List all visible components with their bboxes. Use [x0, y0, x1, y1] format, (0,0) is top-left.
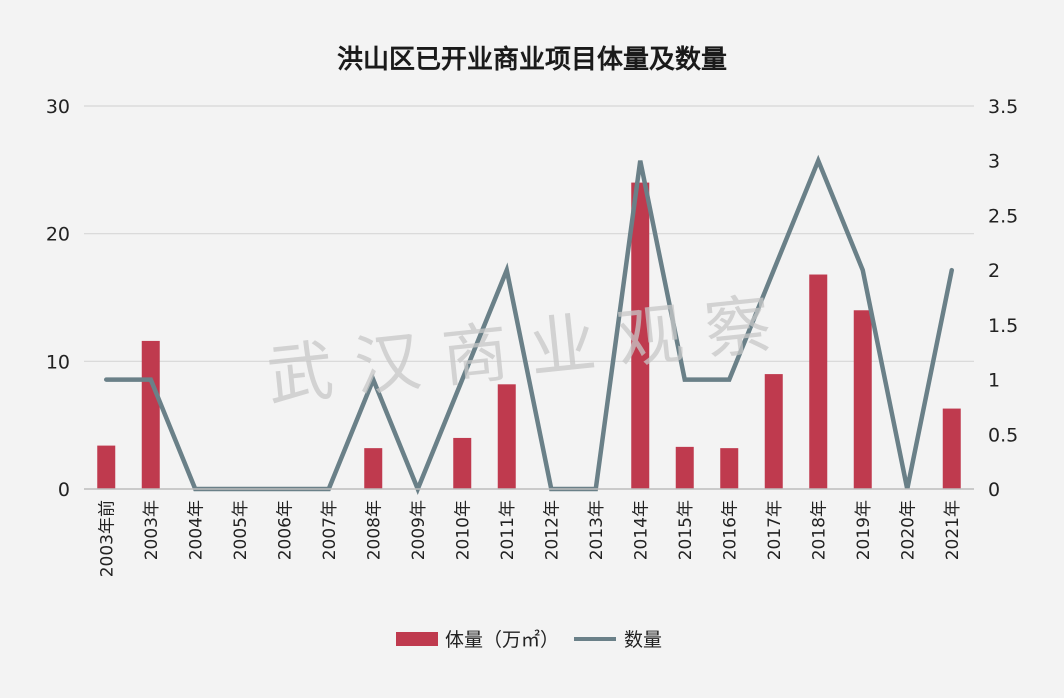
right-tick-label: 0 [988, 479, 1000, 501]
x-tick-label: 2006年 [275, 500, 295, 560]
bar-2003年 [141, 340, 160, 489]
left-tick-label: 10 [46, 351, 70, 373]
watermark: 武汉商业观察 [263, 284, 796, 416]
right-tick-label: 0.5 [988, 424, 1018, 446]
bar-2016年 [720, 448, 739, 489]
bar-2014年 [631, 182, 650, 489]
right-tick-label: 2 [988, 260, 1000, 282]
x-tick-label: 2005年 [231, 500, 251, 560]
right-tick-label: 1.5 [988, 315, 1018, 337]
x-tick-label: 2020年 [898, 500, 918, 560]
x-tick-label: 2019年 [854, 500, 874, 560]
x-tick-label: 2018年 [809, 500, 829, 560]
right-y-axis: 0 0.5 1 1.5 2 2.5 3 3.5 [988, 96, 1018, 501]
x-tick-label: 2003年 [142, 500, 162, 560]
left-tick-label: 30 [46, 96, 70, 118]
left-y-axis: 0 10 20 30 [46, 96, 70, 501]
x-tick-label: 2008年 [364, 500, 384, 560]
x-tick-label: 2009年 [409, 500, 429, 560]
right-tick-label: 3.5 [988, 96, 1018, 118]
bar-2017年 [764, 374, 783, 489]
x-tick-label: 2011年 [498, 500, 518, 560]
x-tick-label: 2014年 [631, 500, 651, 560]
bar-2021年 [942, 408, 961, 489]
bar-2019年 [853, 310, 872, 489]
x-tick-label: 2013年 [587, 500, 607, 560]
legend-label-line: 数量 [624, 629, 662, 651]
legend-swatch-bar [396, 632, 438, 646]
right-tick-label: 2.5 [988, 205, 1018, 227]
x-tick-label: 2010年 [453, 500, 473, 560]
bar-2003年前 [97, 445, 116, 489]
legend: 体量（万㎡） 数量 [396, 628, 662, 651]
bar-2008年 [364, 448, 383, 489]
x-tick-label: 2007年 [320, 500, 340, 560]
bar-2015年 [675, 446, 694, 489]
x-tick-label: 2015年 [676, 500, 696, 560]
x-tick-label: 2021年 [943, 500, 963, 560]
chart-title: 洪山区已开业商业项目体量及数量 [337, 44, 727, 75]
bar-2010年 [453, 437, 472, 489]
x-tick-label: 2016年 [720, 500, 740, 560]
x-axis: 2003年前 2003年 2004年 2005年 2006年 2007年 2008年 2009… [84, 488, 974, 577]
bar-2011年 [497, 384, 516, 489]
x-tick-label: 2012年 [542, 500, 562, 560]
left-tick-label: 0 [58, 479, 70, 501]
right-tick-label: 1 [988, 370, 1000, 392]
x-tick-label: 2004年 [186, 500, 206, 560]
x-tick-label: 2017年 [765, 500, 785, 560]
x-tick-label: 2003年前 [97, 500, 117, 577]
bar-2018年 [809, 274, 828, 489]
legend-label-bar: 体量（万㎡） [445, 628, 559, 651]
right-tick-label: 3 [988, 151, 1000, 173]
left-tick-label: 20 [46, 224, 70, 246]
